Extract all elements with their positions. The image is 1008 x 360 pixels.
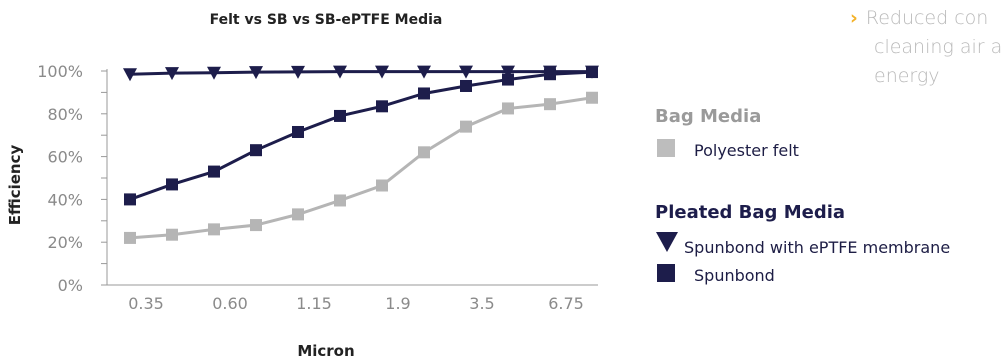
series-line [129,70,593,201]
data-point [292,208,304,221]
chart-title: Felt vs SB vs SB-ePTFE Media [210,12,443,28]
x-tick-label: 6.75 [548,294,584,313]
legend-spunbond: Spunbond [694,266,775,285]
data-point [418,87,430,100]
data-point [376,100,388,113]
data-point [292,125,304,138]
spunbond-swatch [657,264,675,282]
data-point [460,120,472,133]
bullet-line-2: cleaning air a [874,36,1003,58]
bag-media-title: Bag Media [655,106,762,127]
legend-spunbond-eptfe: Spunbond with ePTFE membrane [684,238,951,257]
data-point [208,223,220,236]
x-tick-label: 3.5 [469,294,494,313]
polyester-felt-swatch [657,139,675,157]
y-tick-label: 100% [37,62,83,81]
data-point [502,102,514,115]
data-point [333,65,347,79]
data-point [334,194,346,207]
bullet-line-1: Reduced con [865,7,989,29]
data-point [375,65,389,79]
data-point [502,73,514,86]
data-point [334,109,346,122]
y-tick-label: 0% [58,276,83,295]
bullet-arrow-icon: › [850,7,858,29]
data-point [166,228,178,241]
y-tick-label: 20% [47,233,83,252]
legend-polyester-felt: Polyester felt [694,141,799,160]
x-tick-label: 1.15 [296,294,332,313]
data-point [249,66,263,80]
data-point [165,67,179,81]
series-line [129,96,593,240]
data-point [418,146,430,159]
top-bullet-text: › Reduced con cleaning air a energy [850,4,1002,91]
data-point [250,144,262,157]
y-tick-label: 40% [47,190,83,209]
data-point [250,219,262,232]
data-point [417,65,431,79]
data-point [166,178,178,191]
pleated-bag-media-title: Pleated Bag Media [655,202,846,223]
data-point [123,68,137,82]
x-axis-label: Micron [297,342,354,360]
series-line [129,70,592,76]
data-point [376,179,388,192]
y-tick-label: 60% [47,148,83,167]
bullet-line-3: energy [874,65,940,87]
data-point [207,66,221,80]
data-point [208,165,220,178]
x-tick-label: 1.9 [385,294,410,313]
data-point [586,91,598,104]
data-point [124,231,136,244]
data-point [291,65,305,79]
x-tick-label: 0.60 [212,294,248,313]
data-point [501,65,515,79]
y-tick-label: 80% [47,105,83,124]
data-point [543,65,557,79]
data-point [124,193,136,206]
efficiency-chart: Felt vs SB vs SB-ePTFE Media 0% 20% 40% 60% 8… [6,12,599,360]
data-point [544,98,556,111]
triangle-down-icon [656,232,678,252]
data-point [460,79,472,92]
x-tick-label: 0.35 [128,294,164,313]
data-point [459,65,473,79]
data-point [585,65,599,79]
y-axis-label: Efficiency [6,145,24,226]
